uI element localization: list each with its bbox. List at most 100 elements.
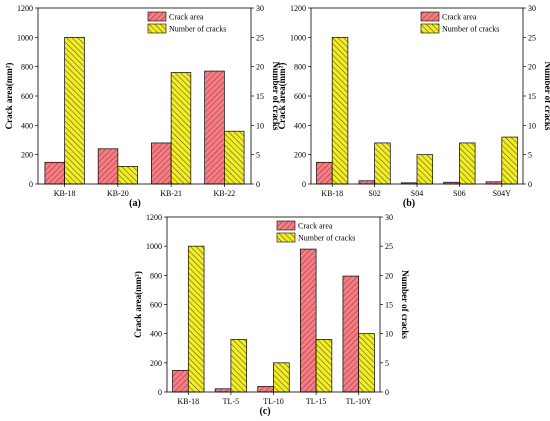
bar-crack-area-kb-21 bbox=[151, 142, 172, 185]
y2-axis-label: Number of cracks bbox=[400, 270, 410, 339]
y-tick-label: 0 bbox=[302, 180, 306, 189]
y2-tick-label: 30 bbox=[528, 4, 536, 13]
legend-label-crack-area: Crack area bbox=[298, 222, 333, 231]
y2-axis-label: Number of cracks bbox=[271, 62, 281, 131]
x-tick-label: KB-18 bbox=[321, 189, 343, 198]
x-tick-label: TL-15 bbox=[306, 397, 326, 406]
bar-number-of-cracks-kb-18 bbox=[187, 245, 205, 393]
y2-tick-label: 25 bbox=[256, 33, 264, 42]
y2-tick-label: 5 bbox=[385, 359, 389, 368]
y2-tick-label: 20 bbox=[385, 271, 393, 280]
bar-number-of-cracks-tl-10y bbox=[358, 333, 375, 393]
chart-panel-b: KB-18 S02 S04 S06 S04Y 0 200 400 600 800 1000 1200 0… bbox=[277, 4, 550, 209]
x-tick-label: S06 bbox=[453, 189, 465, 198]
y-tick-label: 1200 bbox=[17, 4, 33, 13]
y-tick-label: 600 bbox=[150, 301, 162, 310]
bar-crack-area-tl-10y bbox=[342, 275, 360, 393]
y-tick-label: 800 bbox=[21, 63, 33, 72]
chart-panel-a: KB-18 KB-20 KB-21 KB-2202004006008001000120… bbox=[4, 4, 281, 209]
y-tick-label: 400 bbox=[150, 330, 162, 339]
x-tick-label: KB-18 bbox=[54, 189, 76, 198]
y2-tick-label: 10 bbox=[528, 121, 536, 130]
x-tick-label: S04Y bbox=[493, 189, 511, 198]
y-tick-label: 1200 bbox=[290, 4, 306, 13]
panel-caption: (a) bbox=[129, 198, 141, 209]
y2-tick-label: 0 bbox=[256, 180, 260, 189]
y-tick-label: 1000 bbox=[146, 242, 162, 251]
y-tick-label: 400 bbox=[21, 121, 33, 130]
legend-label-number-of-cracks: Number of cracks bbox=[298, 234, 355, 243]
y-tick-label: 0 bbox=[158, 388, 162, 397]
bar-crack-area-kb-18 bbox=[316, 161, 333, 185]
y-tick-label: 800 bbox=[294, 63, 306, 72]
bar-crack-area-s02 bbox=[358, 180, 375, 185]
y2-tick-label: 10 bbox=[385, 330, 393, 339]
x-tick-label: TL-5 bbox=[223, 397, 239, 406]
y2-tick-label: 15 bbox=[256, 92, 264, 101]
y2-tick-label: 25 bbox=[528, 33, 536, 42]
y2-tick-label: 15 bbox=[385, 301, 393, 310]
legend-swatch-crack-area bbox=[276, 220, 296, 231]
y2-tick-label: 20 bbox=[256, 63, 264, 72]
legend-label-crack-area: Crack area bbox=[442, 13, 477, 22]
bar-crack-area-tl-5 bbox=[214, 388, 232, 393]
bar-number-of-cracks-tl-15 bbox=[315, 339, 333, 393]
bar-crack-area-tl-10 bbox=[257, 386, 274, 393]
bar-number-of-cracks-s04 bbox=[416, 154, 434, 185]
y-tick-label: 400 bbox=[294, 121, 306, 130]
bar-crack-area-kb-22 bbox=[204, 70, 225, 185]
y-tick-label: 200 bbox=[150, 359, 162, 368]
y-axis-label: Crack area(mm²) bbox=[133, 271, 143, 338]
x-tick-label: TL-10 bbox=[263, 397, 283, 406]
legend-swatch-number-of-cracks bbox=[276, 232, 296, 243]
bar-number-of-cracks-s06 bbox=[459, 142, 476, 185]
y-tick-label: 600 bbox=[294, 92, 306, 101]
legend-swatch-number-of-cracks bbox=[420, 23, 440, 34]
y2-tick-label: 20 bbox=[528, 63, 536, 72]
y2-tick-label: 0 bbox=[528, 180, 532, 189]
y-tick-label: 800 bbox=[150, 271, 162, 280]
bar-number-of-cracks-s04y bbox=[501, 136, 518, 185]
chart-panel-c: KB-18 TL-5 TL-10 TL-15 TL-10Y 0 200 400 600 800 10… bbox=[133, 213, 410, 417]
legend-label-number-of-cracks: Number of cracks bbox=[442, 25, 499, 34]
y-tick-label: 0 bbox=[29, 180, 33, 189]
x-tick-label: KB-22 bbox=[213, 189, 235, 198]
x-tick-label: KB-20 bbox=[107, 189, 129, 198]
bar-number-of-cracks-tl-10 bbox=[273, 362, 290, 393]
bar-number-of-cracks-kb-22 bbox=[224, 130, 245, 185]
y-tick-label: 1000 bbox=[290, 33, 306, 42]
bar-number-of-cracks-kb-18 bbox=[331, 36, 349, 185]
legend-swatch-crack-area bbox=[147, 11, 167, 22]
legend-swatch-number-of-cracks bbox=[147, 23, 167, 34]
y-tick-label: 1000 bbox=[17, 33, 33, 42]
y2-axis-label: Number of cracks bbox=[543, 62, 550, 131]
bar-crack-area-kb-18 bbox=[44, 161, 65, 185]
bar-number-of-cracks-kb-20 bbox=[117, 166, 138, 185]
y2-tick-label: 5 bbox=[256, 151, 260, 160]
y-axis-label: Crack area(mm²) bbox=[277, 63, 287, 130]
y2-tick-label: 10 bbox=[256, 121, 264, 130]
x-tick-label: S04 bbox=[411, 189, 423, 198]
bar-crack-area-kb-18 bbox=[172, 370, 189, 393]
y2-tick-label: 25 bbox=[385, 242, 393, 251]
bar-number-of-cracks-kb-21 bbox=[170, 72, 192, 185]
y-tick-label: 200 bbox=[294, 151, 306, 160]
y-tick-label: 600 bbox=[21, 92, 33, 101]
y-axis-label: Crack area(mm²) bbox=[4, 63, 14, 130]
legend-swatch-crack-area bbox=[420, 11, 440, 22]
y-tick-label: 200 bbox=[21, 151, 33, 160]
x-tick-label: KB-18 bbox=[177, 397, 199, 406]
x-tick-label: KB-21 bbox=[160, 189, 182, 198]
x-tick-label: S02 bbox=[368, 189, 380, 198]
y-tick-label: 1200 bbox=[146, 213, 162, 222]
panel-caption: (c) bbox=[259, 406, 270, 417]
y2-tick-label: 30 bbox=[385, 213, 393, 222]
x-tick-label: TL-10Y bbox=[346, 397, 372, 406]
bar-crack-area-kb-20 bbox=[97, 148, 119, 185]
legend-label-number-of-cracks: Number of cracks bbox=[169, 25, 226, 34]
panel-caption: (b) bbox=[403, 198, 415, 209]
y2-tick-label: 15 bbox=[528, 92, 536, 101]
bar-crack-area-tl-15 bbox=[299, 248, 317, 393]
bar-number-of-cracks-tl-5 bbox=[230, 339, 248, 393]
